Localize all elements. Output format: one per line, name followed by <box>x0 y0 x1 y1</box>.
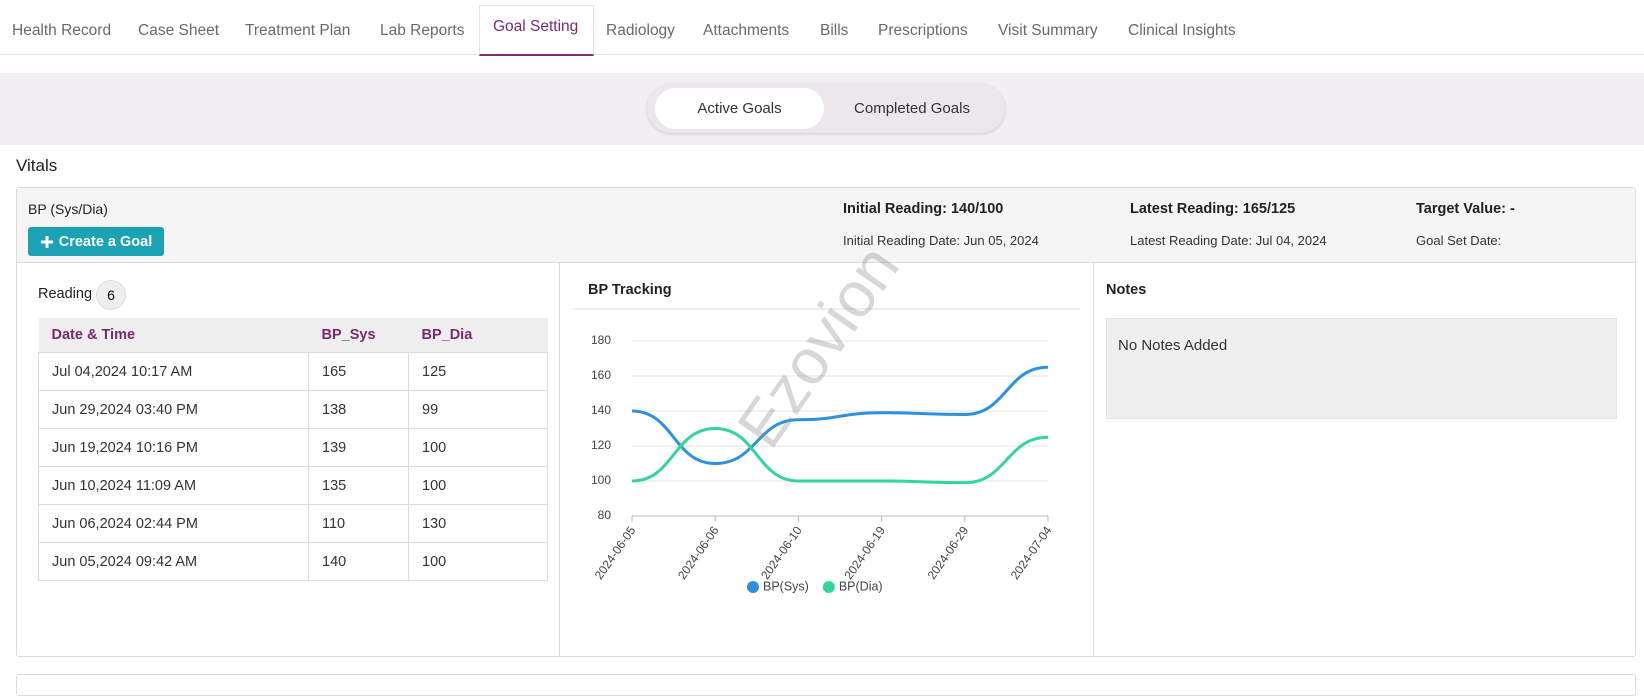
toggle-active[interactable]: Active Goals <box>655 88 824 129</box>
column-header: Date & Time <box>38 318 309 353</box>
table-row: Jul 04,2024 10:17 AM 165 125 <box>38 352 548 391</box>
table-cell: 165 <box>308 352 409 391</box>
table-cell: Jul 04,2024 10:17 AM <box>38 352 309 391</box>
table-cell: Jun 10,2024 11:09 AM <box>38 466 309 505</box>
legend-swatch <box>822 581 835 593</box>
goal-set-date: Goal Set Date: <box>1416 233 1502 248</box>
table-row: Jun 06,2024 02:44 PM 110 130 <box>38 504 548 543</box>
legend-swatch <box>747 581 759 593</box>
table-row: Jun 29,2024 03:40 PM 138 99 <box>38 390 548 429</box>
reading-label: Reading <box>38 286 93 302</box>
section-title: Vitals <box>16 156 58 175</box>
active-tab-box <box>479 5 594 56</box>
readings-table: Date & Time BP_Sys BP_Dia Jul 04,2024 10:17… <box>38 318 548 581</box>
table-row: Jun 19,2024 10:16 PM 139 100 <box>38 428 548 467</box>
card <box>16 187 1636 657</box>
table-cell: 100 <box>408 466 548 505</box>
tab[interactable]: Bills <box>820 22 849 39</box>
x-tick-label: 2024-06-10 <box>758 523 805 582</box>
x-tick-label: 2024-07-04 <box>1008 523 1055 582</box>
column-header: BP_Dia <box>408 318 548 353</box>
latest-reading: Latest Reading: 165/125 <box>1130 201 1296 217</box>
table-cell: Jun 29,2024 03:40 PM <box>38 390 309 429</box>
button-label: Create a Goal <box>58 233 153 250</box>
table-cell: 130 <box>408 504 548 543</box>
table-cell: 135 <box>308 466 409 505</box>
y-tick-label: 160 <box>591 368 611 382</box>
notes-title: Notes <box>1106 282 1147 298</box>
y-tick-label: 100 <box>591 473 611 487</box>
table-cell: 140 <box>308 542 409 581</box>
column-header: BP_Sys <box>308 318 409 353</box>
plus-icon <box>40 235 53 248</box>
initial-reading: Initial Reading: 140/100 <box>843 201 1004 217</box>
create-goal-button[interactable]: Create a Goal <box>28 227 164 256</box>
y-tick-label: 120 <box>591 438 611 452</box>
table-cell: 138 <box>308 390 409 429</box>
y-tick-label: 140 <box>591 403 611 417</box>
table-row: Jun 10,2024 11:09 AM 135 100 <box>38 466 548 505</box>
table-cell: Jun 05,2024 09:42 AM <box>38 542 309 581</box>
x-tick-label: 2024-06-29 <box>925 523 972 582</box>
table-cell: 110 <box>308 504 409 543</box>
table-row: Jun 05,2024 09:42 AM 140 100 <box>38 542 548 581</box>
toggle-option[interactable]: Completed Goals <box>854 100 970 117</box>
card-title: BP (Sys/Dia) <box>28 201 108 217</box>
notes-text: No Notes Added <box>1118 337 1228 354</box>
tab[interactable]: Radiology <box>606 22 675 39</box>
tab[interactable]: Health Record <box>12 22 112 39</box>
reading-count: 6 <box>96 280 126 310</box>
y-tick-label: 80 <box>598 508 612 522</box>
divider <box>1093 262 1094 656</box>
notes-box <box>1106 318 1617 419</box>
tab[interactable]: Goal Setting <box>493 18 579 35</box>
tab[interactable]: Prescriptions <box>878 22 968 39</box>
table-cell: 99 <box>408 390 548 429</box>
x-tick-label: 2024-06-06 <box>675 523 722 582</box>
divider <box>559 262 560 656</box>
latest-reading-date: Latest Reading Date: Jul 04, 2024 <box>1130 233 1327 248</box>
chart-title: BP Tracking <box>588 282 672 298</box>
tab[interactable]: Visit Summary <box>998 22 1098 39</box>
table-cell: 139 <box>308 428 409 467</box>
y-tick-label: 180 <box>591 333 611 347</box>
legend-label: BP(Dia) <box>839 579 883 593</box>
tab[interactable]: Treatment Plan <box>245 22 351 39</box>
initial-reading-date: Initial Reading Date: Jun 05, 2024 <box>843 233 1039 248</box>
table-cell: 100 <box>408 542 548 581</box>
card-header <box>17 188 1635 263</box>
x-tick-label: 2024-06-19 <box>841 523 888 582</box>
table-header-row: Date & Time BP_Sys BP_Dia <box>38 318 548 353</box>
table-cell: Jun 06,2024 02:44 PM <box>38 504 309 543</box>
tab[interactable]: Case Sheet <box>138 22 219 39</box>
chart: BP Tracking 80 100 120 140 160 180 2024-06-05 2… <box>573 282 1080 593</box>
tab-bar <box>0 0 1644 55</box>
tab[interactable]: Lab Reports <box>380 22 465 39</box>
series-line <box>631 365 1049 466</box>
target-value: Target Value: - <box>1416 201 1515 217</box>
table-cell: 125 <box>408 352 548 391</box>
tab[interactable]: Attachments <box>703 22 790 39</box>
series-line <box>631 426 1049 485</box>
next-card <box>16 674 1636 696</box>
legend-label: BP(Sys) <box>763 579 809 593</box>
x-tick-label: 2024-06-05 <box>592 523 639 582</box>
table-cell: 100 <box>408 428 548 467</box>
table-cell: Jun 19,2024 10:16 PM <box>38 428 309 467</box>
tab[interactable]: Clinical Insights <box>1128 22 1236 39</box>
